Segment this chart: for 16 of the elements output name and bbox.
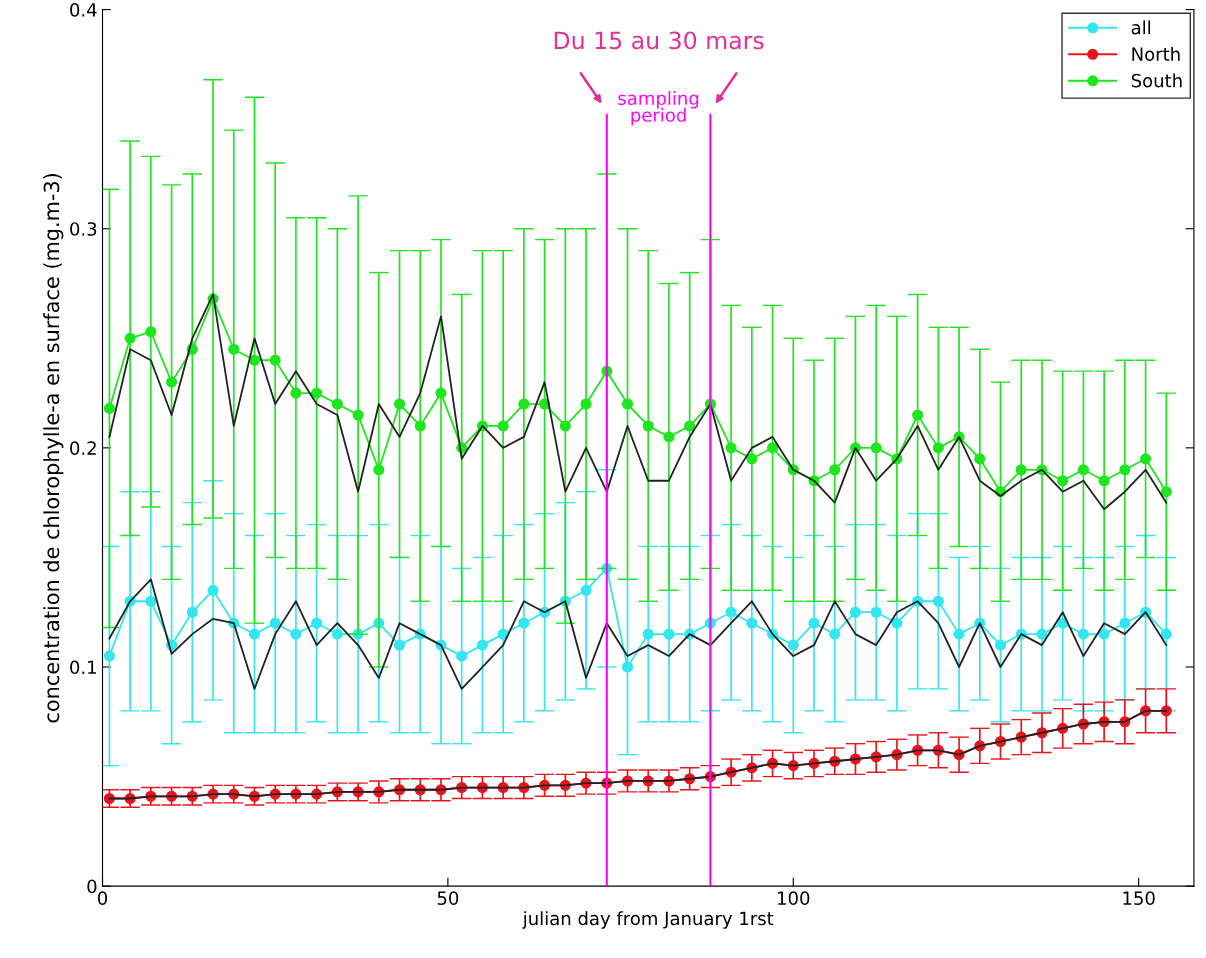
- y-axis-title: concentration de chlorophylle-a en surface (mg.m-3): [43, 173, 64, 723]
- y-tick-label: 0.2: [70, 441, 96, 455]
- annotation: sampling period: [618, 91, 699, 126]
- x-tick-label: 50: [437, 891, 459, 905]
- y-tick-label: 0.3: [70, 222, 97, 236]
- legend-label: North: [1132, 46, 1180, 61]
- x-axis-title: julian day from January 1rst: [522, 911, 774, 929]
- legend-label: all: [1131, 20, 1151, 35]
- annotation: Du 15 au 30 mars: [554, 31, 764, 50]
- y-tick-label: 0.4: [70, 3, 97, 17]
- y-tick-label: 0: [87, 879, 97, 894]
- legend-label: South: [1131, 73, 1182, 88]
- x-tick-label: 100: [778, 891, 810, 905]
- x-tick-label: 150: [1123, 891, 1155, 905]
- y-tick-label: 0.1: [70, 660, 96, 675]
- x-tick-label: 0: [97, 891, 108, 905]
